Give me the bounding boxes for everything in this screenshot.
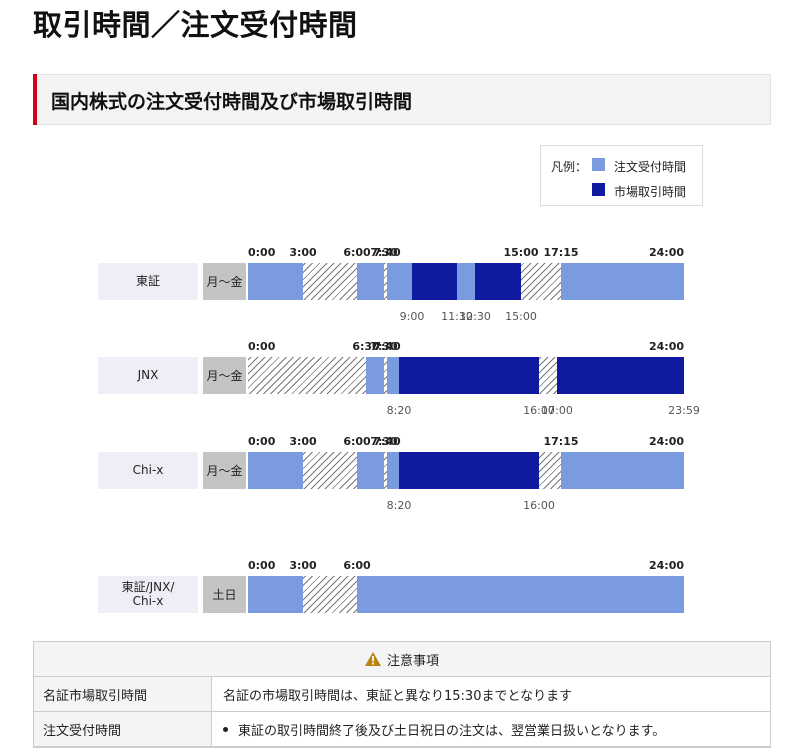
order-accept-segment xyxy=(357,452,384,489)
time-tick-label: 17:00 xyxy=(541,404,573,417)
legend-order-accept-swatch xyxy=(592,158,605,171)
closed-segment xyxy=(384,357,387,394)
order-accept-segment xyxy=(561,452,684,489)
notes-table: 注意事項 名証市場取引時間 名証の市場取引時間は、東証と異なり15:30までとな… xyxy=(33,641,771,748)
closed-segment xyxy=(303,576,357,613)
order-accept-segment xyxy=(387,357,399,394)
time-tick-label: 3:00 xyxy=(289,559,317,572)
notes-row-key: 注文受付時間 xyxy=(34,712,212,746)
closed-segment xyxy=(303,452,357,489)
time-tick-label: 8:20 xyxy=(386,404,412,417)
time-tick-label: 7:40 xyxy=(373,246,401,259)
notes-row-value: 東証の取引時間終了後及び土日祝日の注文は、翌営業日扱いとなります。 xyxy=(212,712,665,746)
time-tick-label: 16:00 xyxy=(523,499,555,512)
time-tick-label: 9:00 xyxy=(399,310,425,323)
notes-row-key: 名証市場取引時間 xyxy=(34,677,212,711)
time-tick-label: 17:15 xyxy=(543,246,579,259)
bullet-icon xyxy=(223,726,228,732)
closed-segment xyxy=(248,357,366,394)
order-accept-segment xyxy=(357,263,384,300)
legend-market-trading-label: 市場取引時間 xyxy=(614,185,687,199)
time-tick-label: 15:00 xyxy=(503,246,539,259)
time-tick-label: 6:00 xyxy=(343,559,371,572)
closed-segment xyxy=(384,452,387,489)
time-tick-label: 7:30 xyxy=(370,246,398,259)
time-tick-label: 0:00 xyxy=(248,435,276,448)
weekday-label: 月〜金 xyxy=(203,263,246,300)
time-tick-label: 11:30 xyxy=(441,310,473,323)
time-tick-label: 24:00 xyxy=(648,559,684,572)
market-trading-segment xyxy=(412,263,457,300)
time-tick-label: 6:30 xyxy=(352,340,380,353)
market-row-label: 東証 xyxy=(98,263,198,300)
time-tick-label: 3:00 xyxy=(289,435,317,448)
market-trading-segment xyxy=(475,263,521,300)
notes-row-value: 名証の市場取引時間は、東証と異なり15:30までとなります xyxy=(223,688,573,704)
legend-market-trading-swatch xyxy=(592,183,605,196)
notes-row: 名証市場取引時間 名証の市場取引時間は、東証と異なり15:30までとなります xyxy=(34,677,770,712)
closed-segment xyxy=(384,263,387,300)
order-accept-segment xyxy=(387,452,399,489)
notes-header: 注意事項 xyxy=(34,642,770,677)
weekday-label: 土日 xyxy=(203,576,246,613)
market-trading-segment xyxy=(557,357,684,394)
time-tick-label: 7:40 xyxy=(373,435,401,448)
time-tick-label: 23:59 xyxy=(668,404,700,417)
time-tick-label: 16:00 xyxy=(523,404,555,417)
time-tick-label: 24:00 xyxy=(648,340,684,353)
closed-segment xyxy=(539,357,557,394)
notes-title: 注意事項 xyxy=(386,653,439,669)
time-tick-label: 24:00 xyxy=(648,246,684,259)
order-accept-segment xyxy=(561,263,684,300)
time-tick-label: 7:30 xyxy=(370,435,398,448)
time-tick-label: 17:15 xyxy=(543,435,579,448)
order-accept-segment xyxy=(357,576,684,613)
order-accept-segment xyxy=(366,357,384,394)
market-row-label: 東証/JNX/ Chi-x xyxy=(98,576,198,613)
legend: 凡例： 注文受付時間 市場取引時間 xyxy=(540,145,703,206)
time-tick-label: 7:30 xyxy=(370,340,398,353)
market-row-label: JNX xyxy=(98,357,198,394)
legend-order-accept-label: 注文受付時間 xyxy=(614,160,687,174)
order-accept-segment xyxy=(387,263,412,300)
order-accept-segment xyxy=(248,576,303,613)
market-trading-segment xyxy=(399,452,539,489)
time-tick-label: 6:00 xyxy=(343,435,371,448)
weekday-label: 月〜金 xyxy=(203,357,246,394)
closed-segment xyxy=(521,263,561,300)
time-tick-label: 3:00 xyxy=(289,246,317,259)
market-trading-segment xyxy=(399,357,539,394)
time-tick-label: 15:00 xyxy=(505,310,537,323)
section-accent-bar xyxy=(33,74,37,125)
weekday-label: 月〜金 xyxy=(203,452,246,489)
time-tick-label: 7:40 xyxy=(373,340,401,353)
order-accept-segment xyxy=(457,263,475,300)
section-header: 国内株式の注文受付時間及び市場取引時間 xyxy=(33,74,771,125)
time-tick-label: 0:00 xyxy=(248,246,276,259)
notes-row: 注文受付時間 東証の取引時間終了後及び土日祝日の注文は、翌営業日扱いとなります。 xyxy=(34,712,770,747)
legend-label: 凡例： xyxy=(551,160,588,174)
notes-row-value-text: 東証の取引時間終了後及び土日祝日の注文は、翌営業日扱いとなります。 xyxy=(238,723,666,739)
time-tick-label: 0:00 xyxy=(248,559,276,572)
closed-segment xyxy=(303,263,357,300)
time-tick-label: 24:00 xyxy=(648,435,684,448)
section-title: 国内株式の注文受付時間及び市場取引時間 xyxy=(51,91,413,113)
time-tick-label: 12:30 xyxy=(459,310,491,323)
order-accept-segment xyxy=(248,452,303,489)
page-title: 取引時間／注文受付時間 xyxy=(33,8,358,42)
time-tick-label: 6:00 xyxy=(343,246,371,259)
market-row-label: Chi-x xyxy=(98,452,198,489)
closed-segment xyxy=(539,452,561,489)
order-accept-segment xyxy=(248,263,303,300)
warning-icon xyxy=(364,652,381,666)
time-tick-label: 0:00 xyxy=(248,340,276,353)
time-tick-label: 8:20 xyxy=(386,499,412,512)
